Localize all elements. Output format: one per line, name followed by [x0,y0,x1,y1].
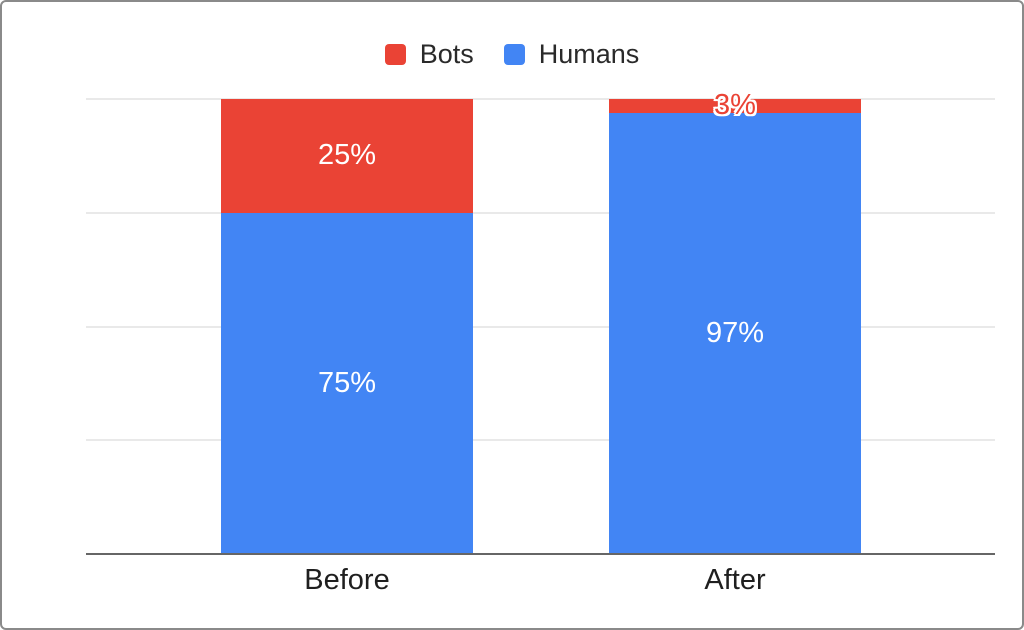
legend-item-bots[interactable]: Bots [384,38,474,69]
plot-area: 25% 75% 3% 97% [86,91,995,555]
chart-legend: Bots Humans [2,38,1022,70]
bar-segment-bots-before[interactable]: 25% [221,99,473,213]
bar-segment-bots-after[interactable]: 3% [609,91,861,120]
legend-label-bots: Bots [419,38,474,69]
data-label-humans-before: 75% [317,366,377,399]
data-label-bots-before: 25% [317,139,377,172]
gridline-100 [86,98,995,100]
bar-after: 3% 97% [609,91,861,554]
gridline-50 [86,325,995,328]
bar-before: 25% 75% [221,99,473,554]
legend-swatch-bots-icon [384,43,406,65]
data-label-bots-after: 3% [714,89,756,122]
bar-segment-humans-after[interactable]: 97% [609,112,861,554]
bar-segment-humans-before[interactable]: 75% [221,212,473,554]
gridline-25 [86,439,995,442]
x-axis-line [86,553,995,555]
data-label-humans-after: 97% [705,316,765,349]
gridline-75 [86,211,995,214]
legend-swatch-humans-icon [503,43,525,65]
legend-label-humans: Humans [538,38,640,69]
legend-item-humans[interactable]: Humans [503,38,640,69]
category-label-after: After [704,564,766,596]
category-label-before: Before [304,564,390,596]
